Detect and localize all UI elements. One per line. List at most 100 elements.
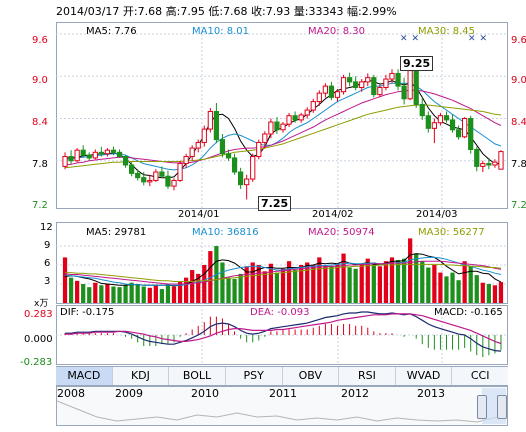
volume-bar xyxy=(226,277,231,303)
candle-body xyxy=(122,156,129,166)
close-label: 收: xyxy=(251,5,266,18)
volume-ytick: 9 xyxy=(44,240,51,251)
timeline-year: 2012 xyxy=(341,387,369,400)
macd-ytick: 0.000 xyxy=(24,334,53,345)
volume-bar xyxy=(492,285,498,303)
volume-bar xyxy=(414,253,419,303)
candle-body xyxy=(413,70,419,105)
volume-ytick: 12 xyxy=(40,222,53,233)
volume-bar xyxy=(111,286,116,303)
tab-macd[interactable]: MACD xyxy=(56,367,113,385)
volume-ma30-line xyxy=(65,263,502,282)
event-marker-icons[interactable]: ✕✕ xyxy=(400,34,424,44)
volume-chart xyxy=(56,222,508,304)
candle-body xyxy=(365,77,371,83)
candle-body xyxy=(256,141,262,158)
volume-bar xyxy=(232,278,237,303)
volume-bar xyxy=(474,275,479,303)
quote-header: 2014/03/17 开:7.68 高:7.95 低:7.68 收:7.93 量… xyxy=(56,3,397,19)
tab-kdj[interactable]: KDJ xyxy=(113,367,170,385)
candle-body xyxy=(219,139,226,155)
close-value: 7.93 xyxy=(265,5,291,18)
volume-bar xyxy=(202,265,207,303)
volume-bar xyxy=(147,287,152,303)
price-ma20-label: MA20: 8.30 xyxy=(308,26,366,37)
volume-value: 33343 xyxy=(308,5,344,18)
timeline-year: 2011 xyxy=(269,387,297,400)
volume-bar xyxy=(87,287,92,303)
volume-bar xyxy=(105,284,110,303)
volume-bar xyxy=(456,280,461,303)
candle-body xyxy=(462,118,468,138)
timeline-year: 2013 xyxy=(417,387,445,400)
candle-body xyxy=(213,110,220,141)
volume-bar xyxy=(159,289,165,303)
volume-bar xyxy=(335,263,340,303)
price-low-marker: 7.25 xyxy=(258,196,292,211)
volume-panel-frame xyxy=(56,222,508,304)
macd-dif-label: DIF: -0.175 xyxy=(60,307,115,318)
timeline-navigator[interactable]: 2008 2009 2010 2011 2012 2013 xyxy=(56,386,508,426)
volume-bar xyxy=(262,271,267,303)
candle-body xyxy=(359,81,365,89)
price-high-marker: 9.25 xyxy=(400,56,434,71)
candle-body xyxy=(304,109,310,116)
candle-body xyxy=(135,172,141,179)
macd-chart xyxy=(56,305,508,365)
volume-bar xyxy=(286,261,292,303)
volume-bar xyxy=(498,282,504,303)
price-ma10-label: MA10: 8.01 xyxy=(192,26,250,37)
volume-ma10-label: MA10: 36816 xyxy=(192,227,259,238)
candle-body xyxy=(340,77,347,93)
price-ytick-left: 8.4 xyxy=(32,117,48,128)
candle-body xyxy=(237,171,244,186)
volume-bar xyxy=(329,266,334,303)
price-ma30-label: MA30: 8.45 xyxy=(418,26,476,37)
event-marker-icons-right[interactable]: ✕✕ xyxy=(468,34,492,44)
volume-bar xyxy=(462,261,467,303)
tab-wvad[interactable]: WVAD xyxy=(396,367,453,385)
volume-bar xyxy=(395,259,401,303)
tab-boll[interactable]: BOLL xyxy=(169,367,226,385)
volume-bar xyxy=(256,265,261,303)
candle-body xyxy=(298,114,304,121)
volume-bar xyxy=(250,262,255,303)
tab-obv[interactable]: OBV xyxy=(283,367,340,385)
price-ma20-line xyxy=(64,89,502,166)
candle-body xyxy=(292,115,298,121)
candle-body xyxy=(110,149,117,153)
macd-dif-line xyxy=(65,311,502,352)
price-xtick: 2014/01 xyxy=(178,209,220,220)
candle-body xyxy=(80,149,86,156)
volume-bar xyxy=(117,287,122,303)
candle-body xyxy=(316,92,322,103)
timeline-year: 2010 xyxy=(191,387,219,400)
macd-dea-line xyxy=(65,313,502,345)
tab-cci[interactable]: CCI xyxy=(470,369,490,382)
volume-ytick: 3 xyxy=(44,276,51,287)
timeline-year: 2008 xyxy=(57,387,85,400)
timeline-left-handle[interactable] xyxy=(477,395,487,419)
candle-body xyxy=(153,171,159,181)
timeline-year: 2009 xyxy=(115,387,143,400)
timeline-right-handle[interactable] xyxy=(497,395,507,419)
volume-bar xyxy=(438,272,443,303)
candle-body xyxy=(346,77,353,83)
candle-body xyxy=(486,163,492,166)
candle-body xyxy=(183,156,189,165)
price-ytick-right: 9.0 xyxy=(511,75,526,86)
volume-bar xyxy=(432,265,437,303)
volume-bar xyxy=(165,284,171,303)
candle-body xyxy=(425,115,431,129)
macd-dea-label: DEA: -0.093 xyxy=(250,307,310,318)
volume-bar xyxy=(401,258,407,303)
candle-body xyxy=(147,179,153,183)
volume-bar xyxy=(68,277,74,303)
volume-bar xyxy=(305,262,310,303)
candle-body xyxy=(171,179,177,187)
tab-psy[interactable]: PSY xyxy=(226,367,283,385)
volume-bar xyxy=(408,238,413,303)
volume-bar xyxy=(196,273,201,303)
tab-rsi[interactable]: RSI xyxy=(339,367,396,385)
volume-bar xyxy=(184,277,189,303)
